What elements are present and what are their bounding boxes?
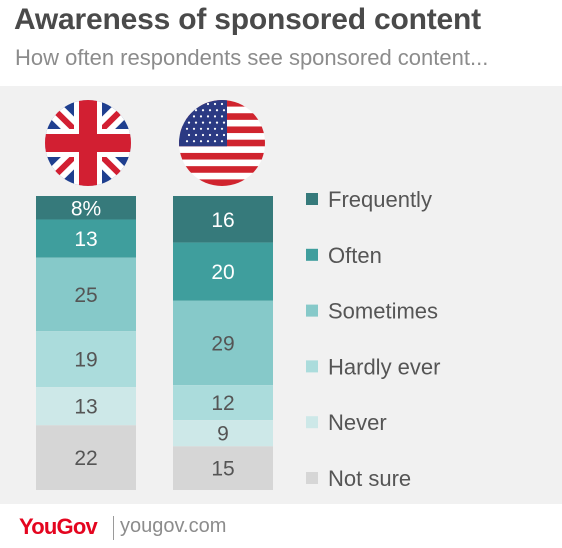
legend-swatch-never [306, 416, 318, 429]
website-link[interactable]: yougov.com [120, 515, 227, 537]
legend-label-never: Never [328, 410, 387, 435]
legend-label-often: Often [328, 243, 382, 268]
bar-uk-sometimes [36, 257, 136, 332]
legend-swatch-hardly-ever [306, 360, 318, 373]
bar-uk-often [36, 219, 136, 258]
bar-uk-never [36, 387, 136, 426]
chart-subtitle: How often respondents see sponsored cont… [15, 45, 489, 70]
bar-us-not-sure [173, 446, 273, 490]
data-label-uk-hardly-ever: 19 [74, 349, 97, 372]
bar-uk-frequently [36, 196, 136, 220]
bar-us-frequently [173, 196, 273, 243]
chart-title: Awareness of sponsored content [14, 3, 481, 36]
legend-swatch-not-sure [306, 472, 318, 484]
legend-swatch-often [306, 248, 318, 261]
bar-us-hardly-ever [173, 385, 273, 421]
data-label-uk-not-sure: 22 [74, 447, 97, 470]
data-label-uk-never: 13 [74, 396, 97, 419]
bar-uk-hardly-ever [36, 331, 136, 388]
bar-us-never [173, 420, 273, 447]
data-label-uk-sometimes: 25 [74, 284, 97, 307]
footer-divider [113, 516, 114, 540]
footer: YouGov yougov.com [0, 504, 562, 548]
bar-uk-not-sure [36, 425, 136, 490]
data-label-us-never: 9 [217, 423, 229, 446]
header: Awareness of sponsored content How often… [0, 0, 562, 86]
data-label-us-frequently: 16 [211, 209, 234, 232]
us-flag-icon [179, 100, 265, 186]
data-label-us-sometimes: 29 [211, 333, 234, 356]
bar-us-often [173, 242, 273, 301]
chart-area: 8% 13 25 19 13 22 16 20 29 12 9 15 Frequently Often S… [0, 86, 562, 504]
data-label-us-not-sure: 15 [211, 458, 234, 481]
legend-label-not-sure: Not sure [328, 466, 411, 491]
legend-swatch-sometimes [306, 304, 318, 317]
data-label-us-often: 20 [211, 261, 234, 284]
yougov-logo: YouGov [19, 514, 98, 539]
legend-label-sometimes: Sometimes [328, 299, 438, 324]
legend-label-hardly-ever: Hardly ever [328, 354, 440, 379]
data-label-us-hardly-ever: 12 [211, 392, 234, 415]
data-label-uk-often: 13 [74, 228, 97, 251]
stacked-bar-chart: 8% 13 25 19 13 22 16 20 29 12 9 15 Frequently Often S… [36, 100, 440, 491]
legend-swatch-frequently [306, 193, 318, 205]
bar-us-sometimes [173, 300, 273, 386]
data-label-uk-frequently: 8% [71, 197, 101, 220]
legend-label-frequently: Frequently [328, 187, 432, 212]
uk-flag-icon [45, 100, 131, 186]
